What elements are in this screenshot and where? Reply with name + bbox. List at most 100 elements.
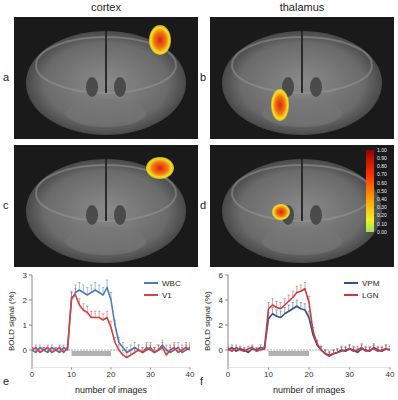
error-cap bbox=[189, 345, 190, 346]
y-tick-label: 6 bbox=[219, 271, 224, 280]
error-cap bbox=[157, 345, 159, 346]
error-cap bbox=[385, 345, 387, 346]
error-cap bbox=[381, 346, 383, 347]
brain-slice bbox=[222, 31, 382, 135]
error-cap bbox=[189, 342, 190, 343]
error-cap bbox=[94, 311, 96, 312]
error-cap bbox=[288, 295, 290, 296]
error-cap bbox=[328, 351, 330, 352]
error-cap bbox=[275, 301, 277, 302]
error-cap bbox=[134, 342, 136, 343]
error-cap bbox=[251, 346, 253, 347]
error-cap bbox=[271, 298, 273, 299]
colorbar-tick bbox=[374, 199, 376, 200]
y-tick bbox=[29, 350, 32, 351]
error-cap bbox=[239, 346, 241, 347]
error-cap bbox=[110, 321, 112, 322]
y-tick-label: 3 bbox=[23, 271, 28, 280]
activation bbox=[272, 204, 290, 220]
midline bbox=[105, 31, 107, 93]
error-cap bbox=[279, 311, 281, 312]
colorbar-label: 0.10 bbox=[377, 221, 387, 227]
error-bar bbox=[78, 283, 80, 291]
error-cap bbox=[251, 345, 253, 346]
series-line bbox=[228, 289, 390, 357]
mri-background bbox=[14, 17, 198, 139]
colorbar-tick bbox=[374, 207, 376, 208]
y-tick bbox=[29, 275, 32, 276]
x-axis-label: number of images bbox=[273, 385, 346, 395]
error-cap bbox=[181, 345, 183, 346]
thalamus-region bbox=[66, 227, 146, 255]
error-stem bbox=[95, 311, 96, 317]
y-tick-label: 2 bbox=[23, 296, 28, 305]
brain-slice bbox=[222, 159, 382, 263]
error-cap bbox=[336, 348, 338, 349]
plot-area bbox=[32, 280, 190, 358]
error-cap bbox=[51, 345, 53, 346]
error-cap bbox=[292, 291, 294, 292]
mri-background bbox=[14, 145, 198, 267]
series-line bbox=[32, 295, 190, 358]
colorbar-tick bbox=[374, 232, 376, 233]
error-cap bbox=[288, 305, 290, 306]
error-cap bbox=[82, 303, 84, 304]
legend-swatch bbox=[144, 282, 158, 284]
y-axis bbox=[228, 275, 229, 368]
error-cap bbox=[332, 350, 334, 351]
mri-panel bbox=[210, 17, 394, 139]
error-cap bbox=[145, 345, 147, 346]
error-stem bbox=[95, 283, 96, 291]
error-stem bbox=[99, 311, 100, 317]
error-cap bbox=[231, 345, 233, 346]
error-cap bbox=[243, 348, 245, 349]
error-cap bbox=[373, 345, 375, 346]
error-cap bbox=[247, 346, 249, 347]
error-cap bbox=[304, 282, 306, 283]
error-cap bbox=[284, 298, 286, 299]
y-tick bbox=[225, 300, 228, 301]
x-tick-label: 20 bbox=[305, 370, 314, 379]
ventricle bbox=[310, 205, 322, 225]
error-cap bbox=[141, 347, 143, 348]
error-cap bbox=[106, 311, 108, 312]
error-cap bbox=[369, 346, 371, 347]
midline bbox=[301, 31, 303, 93]
error-cap bbox=[90, 285, 92, 286]
legend-label: LGN bbox=[362, 291, 379, 300]
error-cap bbox=[55, 347, 57, 348]
error-cap bbox=[389, 346, 390, 347]
error-cap bbox=[352, 346, 354, 347]
x-tick-label: 20 bbox=[107, 370, 116, 379]
error-cap bbox=[304, 303, 306, 304]
mri-background bbox=[210, 17, 394, 139]
error-cap bbox=[296, 300, 298, 301]
error-stem bbox=[272, 299, 273, 305]
y-tick bbox=[225, 350, 228, 351]
error-cap bbox=[126, 347, 128, 348]
error-cap bbox=[377, 346, 379, 347]
error-cap bbox=[153, 347, 155, 348]
error-cap bbox=[365, 346, 367, 347]
x-tick-label: 0 bbox=[226, 370, 231, 379]
colorbar bbox=[366, 150, 374, 232]
y-axis-label: BOLD signal (%) bbox=[203, 291, 212, 351]
y-tick-label: 4 bbox=[219, 296, 224, 305]
panel-letter: a bbox=[3, 71, 10, 83]
error-cap bbox=[185, 342, 187, 343]
error-cap bbox=[177, 342, 179, 343]
y-tick-label: 1 bbox=[23, 321, 28, 330]
panel-letter: c bbox=[3, 199, 9, 211]
activation bbox=[271, 89, 289, 121]
error-cap bbox=[255, 347, 257, 348]
line-chart: 0123010203040WBCV1 bbox=[23, 271, 195, 379]
error-cap bbox=[130, 350, 132, 351]
error-stem bbox=[304, 283, 305, 289]
stimulus-bar bbox=[269, 351, 310, 356]
colorbar-tick bbox=[374, 215, 376, 216]
error-cap bbox=[243, 347, 245, 348]
y-tick-label: 2 bbox=[219, 321, 224, 330]
thalamus-region bbox=[262, 227, 342, 255]
error-cap bbox=[137, 345, 139, 346]
legend-label: VPM bbox=[362, 279, 380, 288]
